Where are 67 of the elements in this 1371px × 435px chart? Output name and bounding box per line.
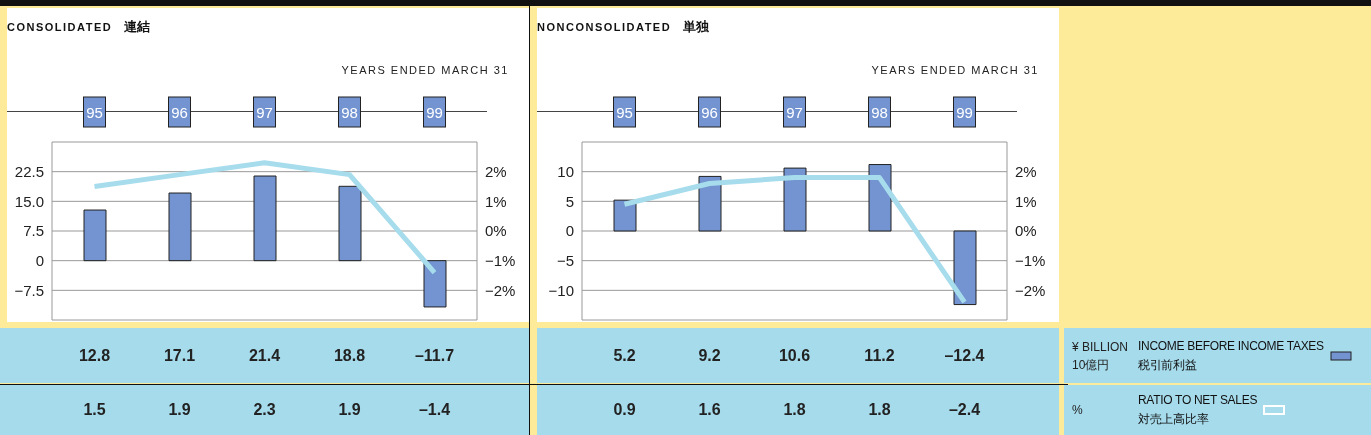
data-label: 1.6 (697, 400, 722, 420)
y-tick-label: −5 (556, 251, 574, 269)
data-label: 1.8 (782, 400, 807, 420)
bar (338, 185, 362, 262)
x-tick-label: 96 (701, 104, 718, 121)
y-tick-label: 22.5 (14, 162, 44, 180)
y2-tick-label: 2% (1015, 162, 1037, 180)
y2-tick-label: 1% (485, 192, 507, 210)
data-label: –1.4 (417, 400, 452, 420)
legend-label: INCOME BEFORE INCOME TAXES 税引前利益 (1138, 337, 1324, 374)
data-label: 5.2 (612, 345, 637, 366)
y2-tick-label: −1% (485, 251, 516, 269)
x-tick-label: 97 (786, 104, 803, 121)
y2-tick-label: 0% (485, 222, 507, 240)
data-label: 1.9 (337, 400, 362, 420)
text: ¥ BILLION 10億円 (1072, 338, 1130, 374)
data-label: 12.8 (77, 345, 112, 366)
y-tick-label: 5 (565, 192, 574, 210)
x-axis-title: YEARS ENDED MARCH 31 (871, 64, 1039, 76)
x-tick-label: 98 (341, 104, 358, 121)
data-label: 18.8 (332, 345, 367, 366)
data-label: 0.9 (612, 400, 637, 420)
bar (613, 199, 637, 232)
bar (783, 167, 807, 232)
y-tick-label: 15.0 (14, 192, 44, 210)
y2-tick-label: −2% (485, 281, 516, 299)
data-label: 17.1 (162, 345, 197, 366)
data-label: 1.9 (167, 400, 192, 420)
bar (168, 192, 192, 262)
chart-title: CONSOLIDATED 連結 (7, 18, 151, 36)
x-tick-label: 97 (256, 104, 273, 121)
y-tick-label: 0 (35, 251, 44, 269)
x-tick-label: 96 (171, 104, 188, 121)
data-label: 1.8 (867, 400, 892, 420)
data-label: –12.4 (943, 345, 986, 366)
y2-tick-label: −1% (1015, 251, 1046, 269)
y2-tick-label: 1% (1015, 192, 1037, 210)
x-tick-label: 95 (86, 104, 103, 121)
bar (423, 260, 447, 308)
bar (83, 209, 107, 262)
y-tick-label: 7.5 (23, 222, 44, 240)
x-tick-label: 99 (956, 104, 973, 121)
data-label: –2.4 (947, 400, 982, 420)
chart-title: NONCONSOLIDATED 単独 (537, 18, 710, 36)
y2-tick-label: 0% (1015, 222, 1037, 240)
bar (953, 230, 977, 306)
bar (253, 175, 277, 262)
data-label: 21.4 (247, 345, 282, 366)
data-label: 9.2 (697, 345, 722, 366)
legend-label: RATIO TO NET SALES 対売上高比率 (1138, 392, 1258, 428)
x-tick-label: 95 (616, 104, 633, 121)
data-label: 11.2 (863, 345, 896, 366)
x-tick-label: 98 (871, 104, 888, 121)
y2-tick-label: −2% (1015, 281, 1046, 299)
x-tick-label: 99 (426, 104, 443, 121)
y-tick-label: −7.5 (14, 281, 44, 299)
y-tick-label: 0 (565, 222, 574, 240)
y2-tick-label: 2% (485, 162, 507, 180)
data-label: 1.5 (82, 400, 107, 420)
x-axis-title: YEARS ENDED MARCH 31 (341, 64, 509, 76)
data-label: –11.7 (413, 345, 456, 366)
bar (698, 175, 722, 232)
data-label: 10.6 (777, 345, 812, 366)
y-tick-label: 10 (557, 162, 574, 180)
data-label: 2.3 (252, 400, 277, 420)
y-tick-label: −10 (548, 281, 574, 299)
text: % (1072, 402, 1084, 419)
